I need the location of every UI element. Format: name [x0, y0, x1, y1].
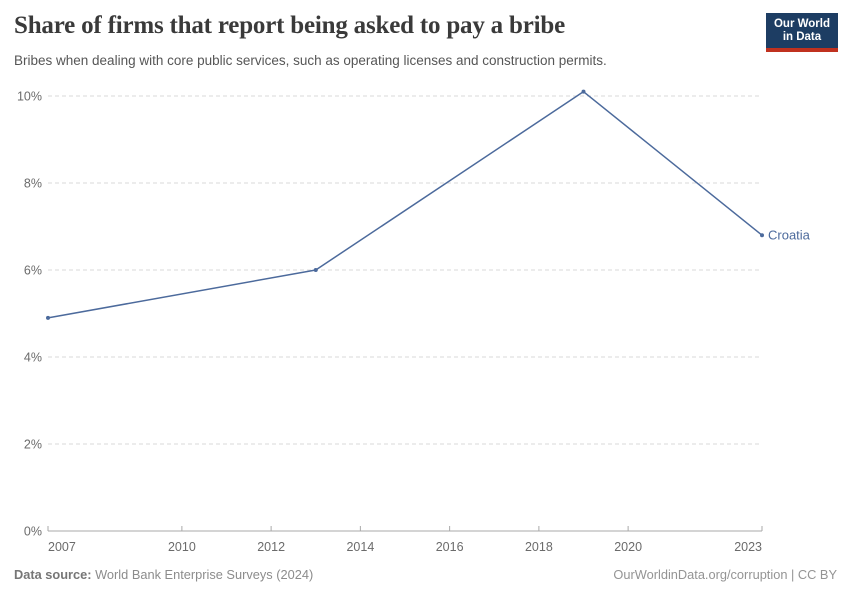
y-tick-label: 10%: [17, 90, 42, 104]
series-line: [47, 90, 763, 319]
x-tick-label: 2007: [48, 540, 76, 554]
x-tick-label: 2010: [168, 540, 196, 554]
data-source-text: World Bank Enterprise Surveys (2024): [91, 567, 314, 582]
owid-logo-line2: in Data: [782, 31, 822, 43]
data-point: [46, 315, 50, 320]
x-tick-label: 2012: [257, 540, 285, 554]
series-end-label: Croatia: [768, 228, 811, 243]
data-point: [760, 233, 764, 238]
y-tick-label: 0%: [24, 525, 42, 539]
chart-title: Share of firms that report being asked t…: [14, 12, 565, 39]
x-tick-label: 2016: [436, 540, 464, 554]
owid-logo: Our World in Data: [765, 13, 838, 52]
data-source-label: Data source:: [14, 567, 92, 582]
x-tick-label: 2014: [346, 540, 374, 554]
x-tick-label: 2018: [525, 540, 553, 554]
y-tick-label: 8%: [24, 177, 42, 191]
attribution: OurWorldinData.org/corruption | CC BY: [613, 567, 837, 582]
y-tick-label: 2%: [24, 438, 42, 452]
y-tick-label: 4%: [24, 351, 42, 365]
data-point: [313, 268, 318, 272]
data-source: Data source: World Bank Enterprise Surve…: [14, 567, 313, 582]
owid-logo-line1: Our World: [773, 18, 830, 30]
chart-footer: Data source: World Bank Enterprise Surve…: [14, 567, 837, 582]
y-tick-label: 6%: [24, 264, 42, 278]
data-point: [581, 89, 586, 94]
x-tick-label: 2020: [614, 540, 642, 554]
chart-subtitle: Bribes when dealing with core public ser…: [14, 53, 607, 68]
x-tick-label: 2023: [734, 540, 762, 554]
